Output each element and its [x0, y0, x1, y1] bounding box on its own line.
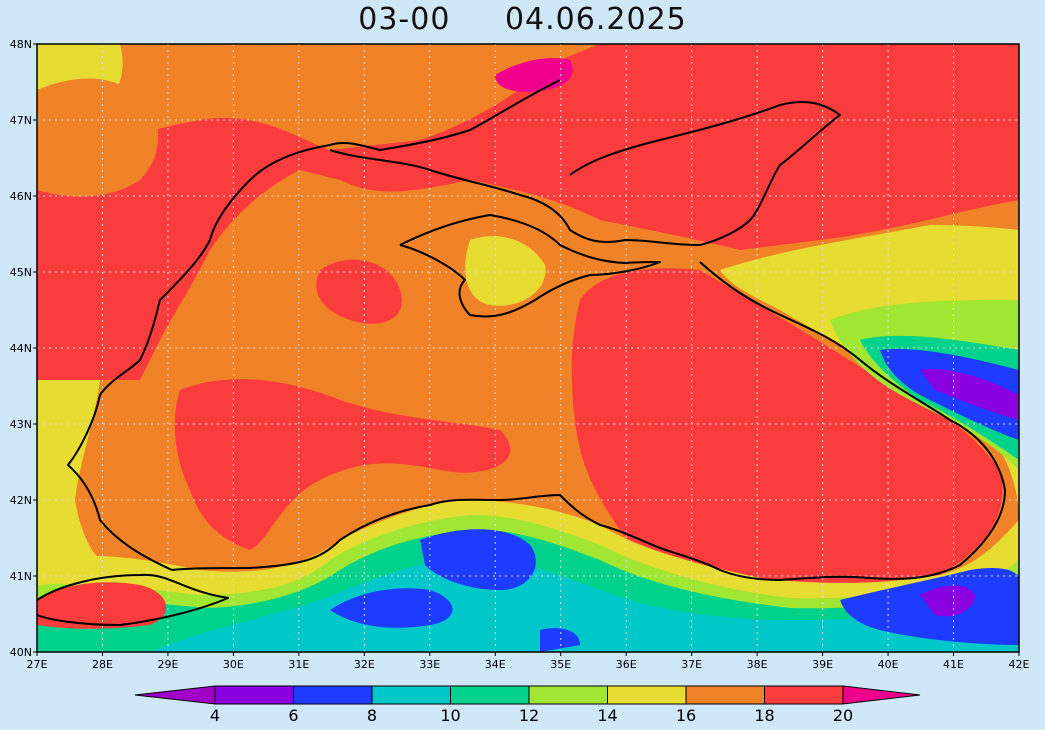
colorbar-segment-2	[293, 685, 373, 705]
colorbar-min-arrow	[134, 685, 216, 705]
colorbar-tick-14: 14	[597, 706, 617, 725]
colorbar-segment-7	[685, 685, 765, 705]
colorbar-tick-8: 8	[367, 706, 377, 725]
lon-label-42E: 42E	[1009, 658, 1030, 671]
lon-label-39E: 39E	[812, 658, 833, 671]
lon-label-37E: 37E	[681, 658, 702, 671]
colorbar-tick-16: 16	[676, 706, 696, 725]
field-8-blob-4	[540, 628, 580, 652]
field-20-blob	[316, 259, 402, 324]
lat-label-48N: 48N	[10, 38, 32, 51]
colorbar-max-arrow	[842, 685, 921, 705]
field-20-center	[174, 379, 511, 550]
lon-label-36E: 36E	[616, 658, 637, 671]
colorbar: 4 6 8 10 12 14 16 18 20	[134, 685, 921, 725]
colorbar-segment-5	[528, 685, 608, 705]
colorbar-tick-20: 20	[833, 706, 853, 725]
colorbar-tick-12: 12	[519, 706, 539, 725]
lon-label-28E: 28E	[92, 658, 113, 671]
lon-label-30E: 30E	[223, 658, 244, 671]
lon-label-32E: 32E	[354, 658, 375, 671]
coast-west-north	[67, 79, 561, 571]
coast-azov	[329, 101, 841, 246]
lon-axis: 27E 28E 29E 30E 31E 32E 33E 34E 35E 36E 37E 38E 39E 4…	[27, 652, 1030, 671]
lat-label-47N: 47N	[10, 114, 32, 127]
title-time: 03-00	[358, 2, 451, 37]
lat-label-42N: 42N	[10, 494, 32, 507]
lat-label-45N: 45N	[10, 266, 32, 279]
lon-label-41E: 41E	[943, 658, 964, 671]
colorbar-segment-3	[371, 685, 451, 705]
colorbar-segment-8	[764, 685, 844, 705]
lon-label-34E: 34E	[485, 658, 506, 671]
lon-label-40E: 40E	[878, 658, 899, 671]
field-6-east	[920, 369, 1019, 420]
lat-label-40N: 40N	[10, 646, 32, 659]
lat-label-41N: 41N	[10, 570, 32, 583]
field-8-blob-2	[420, 529, 536, 590]
colorbar-tick-10: 10	[440, 706, 460, 725]
map-title: 03-00 04.06.2025	[0, 2, 1045, 37]
grid-lines	[37, 44, 1019, 652]
lon-label-38E: 38E	[747, 658, 768, 671]
lat-label-44N: 44N	[10, 342, 32, 355]
field-6-blob	[920, 585, 975, 617]
field-16-crimea	[465, 236, 546, 306]
field-10-south	[150, 555, 1019, 652]
coast-marmara	[36, 573, 229, 626]
lon-label-31E: 31E	[288, 658, 309, 671]
field-18-nw	[37, 78, 159, 197]
colorbar-segment-6	[607, 685, 687, 705]
coast-crimea	[399, 214, 661, 318]
field-8-blob-1	[330, 588, 453, 628]
colorbar-tick-18: 18	[754, 706, 774, 725]
title-date: 04.06.2025	[504, 2, 687, 37]
lon-label-35E: 35E	[550, 658, 571, 671]
lat-label-43N: 43N	[10, 418, 32, 431]
field-20-ne	[680, 44, 850, 65]
colorbar-segment-1	[214, 685, 294, 705]
lat-axis: 48N 47N 46N 45N 44N 43N 42N 41N 40N	[10, 38, 37, 659]
field-16-west	[37, 380, 100, 560]
field-20-north	[37, 44, 1019, 380]
field-20-marmara	[37, 582, 167, 629]
field-layer	[37, 44, 1019, 652]
coastline	[36, 79, 1006, 626]
lon-label-29E: 29E	[157, 658, 178, 671]
colorbar-tick-4: 4	[210, 706, 220, 725]
lon-label-33E: 33E	[419, 658, 440, 671]
coast-south-east	[171, 261, 1006, 581]
colorbar-segment-4	[450, 685, 530, 705]
lon-label-27E: 27E	[27, 658, 48, 671]
lat-label-46N: 46N	[10, 190, 32, 203]
colorbar-tick-6: 6	[288, 706, 298, 725]
